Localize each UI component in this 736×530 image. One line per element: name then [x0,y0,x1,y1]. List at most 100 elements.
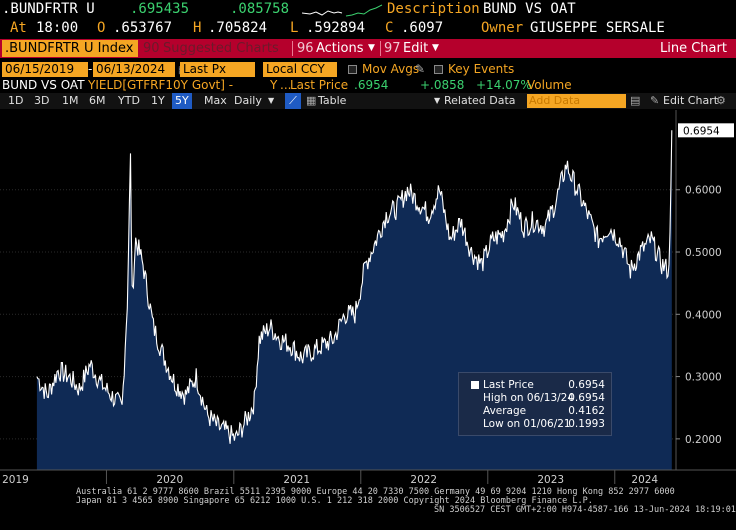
key-events-label: Key Events [448,62,515,76]
x-axis: 2019 2020 2021 2022 2023 2024 [0,469,736,486]
description-value: BUND VS OAT [483,1,576,17]
date-separator: - [88,62,93,76]
period-1y[interactable]: 1Y [151,94,165,107]
footer: Australia 61 2 9777 8600 Brazil 5511 239… [0,486,736,530]
series-formula: YIELD[GTFRF10Y Govt] - [88,78,234,92]
frequency-select[interactable]: Daily [234,94,262,107]
y-tick-label: 0.4000 [685,309,722,321]
chart-legend[interactable]: Last Price 0.6954 High on 06/13/24 0.695… [458,372,612,436]
legend-value: 0.4162 [568,405,605,417]
start-date-field[interactable]: 06/15/2019 [2,62,88,77]
controls-row: 06/15/2019 - 06/13/2024 ▦ Last Px Local … [0,61,736,78]
footer-line-2: Japan 81 3 4565 8900 Singapore 65 6212 1… [76,496,593,506]
net-change: .085758 [230,1,290,17]
description-label: Description [387,1,480,17]
legend-swatch [471,381,479,389]
last-price-label: Last Price [290,78,349,92]
period-6m[interactable]: 6M [89,94,106,107]
legend-label: Last Price [483,379,534,391]
legend-item: Low on 01/06/21 0.1993 [469,418,609,431]
ohlc-row: At 18:00 O .653767 H .705824 L .592894 C… [0,20,736,38]
grid-icon[interactable]: ▤ [630,94,641,107]
change-percent: +14.07% [476,78,532,92]
x-tick-label: 2021 [283,474,310,485]
suggested-charts-menu[interactable]: Suggested Charts [163,41,279,56]
footer-line-1: Australia 61 2 9777 8600 Brazil 5511 239… [76,487,675,497]
last-value-box [678,123,734,138]
pencil-icon[interactable]: ✎ [650,94,660,107]
chart-toolbar: 1D 3D 1M 6M YTD 1Y 5Y Max Daily ▼ ⟋ ▦ Ta… [0,93,736,109]
add-data-input[interactable]: Add Data [527,94,626,108]
open-value: .653767 [113,20,173,36]
period-5y[interactable]: 5Y [172,93,192,109]
table-button[interactable]: Table [318,94,347,107]
actions-menu[interactable]: Actions [316,41,364,56]
edit-menu[interactable]: Edit [403,41,429,56]
key-events-checkbox[interactable] [434,65,443,74]
currency-select[interactable]: Local CCY [263,62,337,77]
legend-value: 0.6954 [568,379,605,391]
x-tick-label: 2020 [156,474,183,485]
ellipsis: ... [280,78,292,92]
sparkline-icon [302,4,383,17]
period-1d[interactable]: 1D [8,94,24,107]
series-legend-row: BUND VS OAT YIELD[GTFRF10Y Govt] - Y ...… [0,78,736,93]
x-tick-label: 2024 [631,474,658,485]
chart-area[interactable]: 0.2000 0.3000 0.4000 0.5000 0.6000 2019 2020 2… [0,110,736,486]
y-label: Y [270,78,278,92]
related-data-button[interactable]: Related Data [444,94,516,107]
period-ytd[interactable]: YTD [118,94,140,107]
menu-divider [380,41,381,56]
legend-item: High on 06/13/24 0.6954 [469,392,609,405]
low-value: .592894 [306,20,366,36]
legend-value: 0.6954 [568,392,605,404]
y-axis: 0.2000 0.3000 0.4000 0.5000 0.6000 [675,110,722,470]
price-field-select[interactable]: Last Px [180,62,255,77]
legend-label: Low on 01/06/21 [483,418,571,430]
legend-label: Average [483,405,527,417]
volume-label: Volume [527,78,572,92]
last-price: .695435 [130,1,190,17]
y-tick-label: 0.5000 [685,247,722,259]
edit-chart-button[interactable]: Edit Chart [663,94,719,107]
table-icon[interactable]: ▦ [306,94,317,107]
last-value-text: 0.6954 [683,125,720,137]
x-tick-label: 2022 [410,474,437,485]
change-value: +.0858 [420,78,465,92]
x-tick-label: 2019 [2,474,29,485]
period-3d[interactable]: 3D [34,94,50,107]
mov-avgs-checkbox[interactable] [348,65,357,74]
settings-icon[interactable]: ⚙ [716,94,726,107]
edit-code: 97 [384,41,401,56]
related-data-dropdown-icon[interactable]: ▼ [434,96,441,105]
open-label: O [97,20,106,36]
frequency-dropdown-icon[interactable]: ▼ [268,96,275,105]
menu-divider [292,41,293,56]
at-label: At [10,20,27,36]
last-value-label: 0.6954 [678,123,734,138]
edit-dropdown-icon[interactable]: ▼ [432,43,439,53]
security-field[interactable]: .BUNDFRTR U Index [2,40,138,57]
time-value: 18:00 [36,20,79,36]
x-tick-label: 2023 [537,474,564,485]
high-value: .705824 [208,20,268,36]
close-value: .6097 [401,20,444,36]
period-max[interactable]: Max [204,94,227,107]
line-chart-icon[interactable]: ⟋ [285,93,301,109]
close-label: C [385,20,394,36]
view-title: Line Chart [660,41,727,56]
legend-label: High on 06/13/24 [483,392,575,404]
footer-line-3: SN 3506527 CEST GMT+2:00 H974-4587-166 1… [434,505,736,515]
period-1m[interactable]: 1M [62,94,79,107]
end-date-field[interactable]: 06/13/2024 [93,62,175,77]
legend-item: Last Price 0.6954 [469,379,609,392]
actions-dropdown-icon[interactable]: ▼ [368,43,375,53]
owner-value: GIUSEPPE SERSALE [530,20,665,36]
pencil-icon[interactable]: ✎ [415,62,426,76]
y-tick-label: 0.6000 [685,185,722,197]
legend-item: Average 0.4162 [469,405,609,418]
suggested-charts-code: 90 [143,41,160,56]
legend-value: 0.1993 [568,418,605,430]
low-label: L [290,20,299,36]
